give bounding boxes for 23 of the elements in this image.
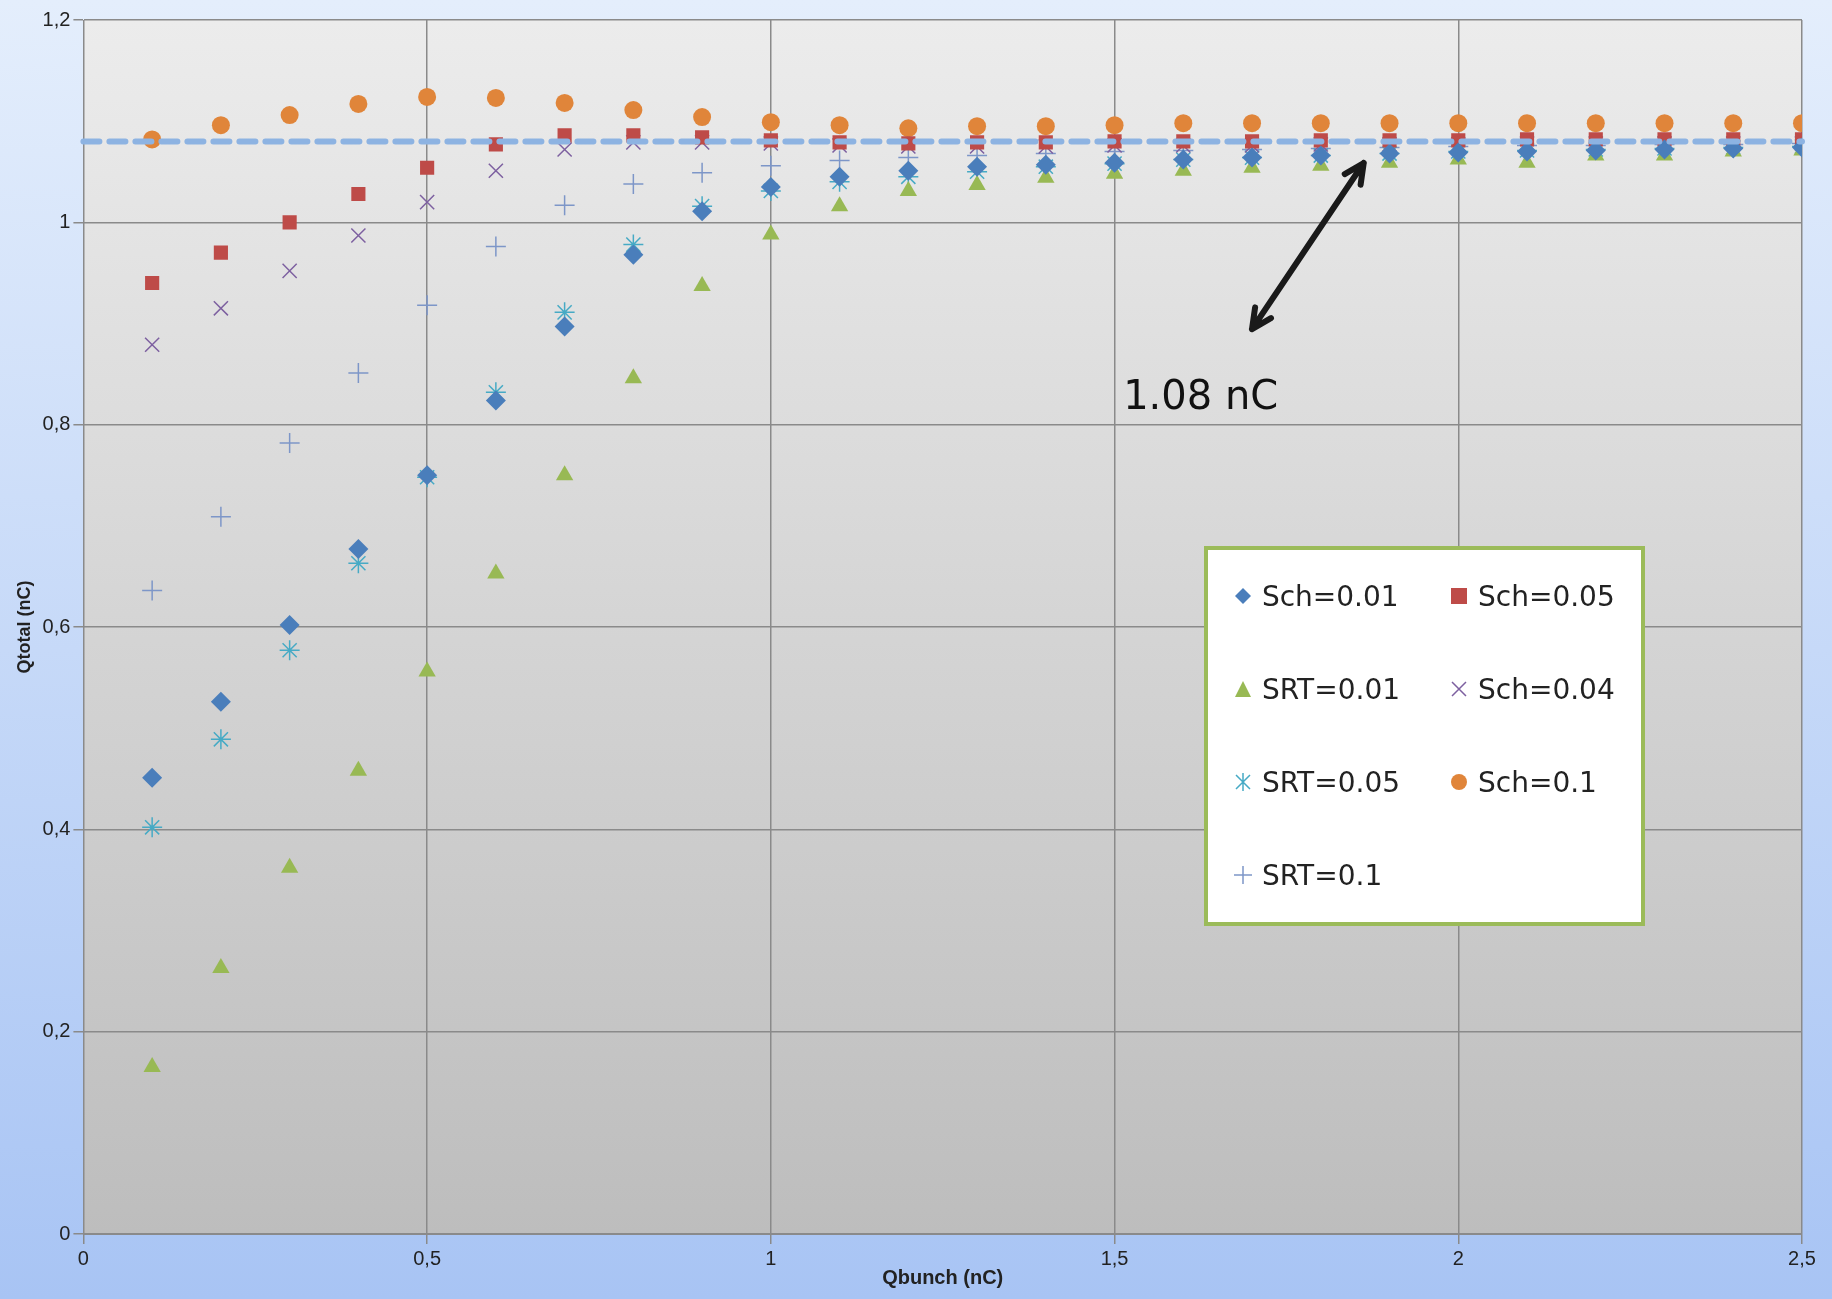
x-tick-label: 1,5 (1100, 1246, 1129, 1269)
x-tick-label: 2,5 (1788, 1246, 1816, 1269)
y-tick-label: 1,2 (42, 7, 71, 30)
y-tick-label: 0 (59, 1221, 71, 1244)
legend-label: SRT=0.1 (1261, 858, 1383, 892)
legend-label: Sch=0.05 (1478, 579, 1615, 613)
legend-label: SRT=0.01 (1261, 672, 1401, 706)
x-tick-label: 0 (77, 1246, 89, 1269)
legend-label: Sch=0.01 (1261, 579, 1399, 613)
legend-label: Sch=0.04 (1478, 672, 1615, 706)
x-tick-label: 1 (765, 1246, 777, 1269)
legend-label: SRT=0.05 (1261, 765, 1401, 799)
x-axis-title: Qbunch (nC) (882, 1265, 1004, 1288)
y-tick-label: 1 (59, 209, 71, 232)
y-tick-label: 0,8 (42, 412, 71, 435)
x-tick-label: 2 (1452, 1246, 1464, 1269)
x-tick-label: 0,5 (413, 1246, 442, 1269)
legend-label: Sch=0.1 (1478, 765, 1597, 799)
y-tick-label: 0,4 (42, 816, 71, 839)
y-tick-label: 0,6 (42, 614, 71, 637)
y-axis-title: Qtotal (nC) (13, 580, 34, 674)
annotation: 1.08 nC (1123, 372, 1279, 419)
y-tick-label: 0,2 (42, 1019, 71, 1042)
